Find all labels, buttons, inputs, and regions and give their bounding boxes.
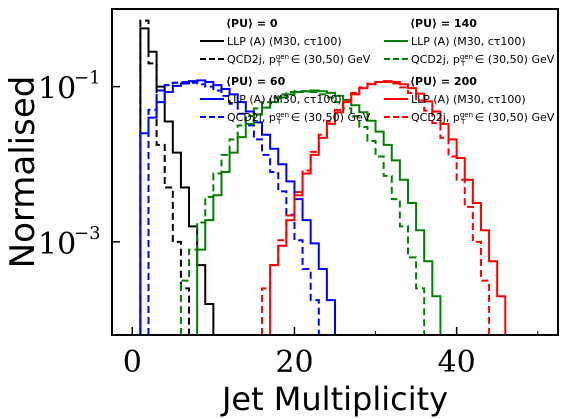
series-qcd-pu60 — [147, 80, 320, 335]
legend-label-qcd: QCD2j, pgen T ∈ (30,50) GeV — [411, 111, 555, 126]
legend-label-qcd: QCD2j, pgen T ∈ (30,50) GeV — [227, 111, 371, 126]
series-qcd-pu0 — [139, 19, 191, 335]
legend-tail: ∈ (30,50) GeV — [471, 111, 554, 124]
x-tick-label: 0 — [123, 345, 142, 380]
series-qcd-pu200 — [261, 80, 491, 335]
legend-sup: gen — [460, 53, 473, 61]
x-tick-label: 40 — [438, 345, 476, 380]
legend-sub: T — [460, 118, 466, 126]
legend-label-llp: LLP (A) (M30, cτ100) — [227, 35, 342, 48]
legend-sup: gen — [276, 111, 289, 119]
series-llp-pu140 — [196, 89, 442, 335]
legend-tail: ∈ (30,50) GeV — [471, 53, 554, 66]
legend-header: ⟨PU⟩ = 60 — [226, 75, 286, 88]
series-llp-pu60 — [139, 79, 336, 335]
legend-sub: T — [276, 60, 282, 68]
legend-header: ⟨PU⟩ = 140 — [410, 17, 477, 30]
legend-label-qcd: QCD2j, pgen T ∈ (30,50) GeV — [411, 53, 555, 68]
x-tick-label: 20 — [275, 345, 313, 380]
legend-tail: ∈ (30,50) GeV — [287, 111, 370, 124]
series-qcd-pu140 — [179, 90, 426, 335]
legend: ⟨PU⟩ = 0 LLP (A) (M30, cτ100) QCD2j, pgen T… — [200, 17, 555, 126]
legend-label-llp: LLP (A) (M30, cτ100) — [227, 93, 342, 106]
y-axis-title: Normalised — [3, 76, 43, 269]
y-tick-exponent: −3 — [74, 223, 101, 244]
x-axis-title: Jet Multiplicity — [220, 380, 448, 418]
legend-sub: T — [276, 118, 282, 126]
legend-header: ⟨PU⟩ = 200 — [410, 75, 477, 88]
series-llp-pu0 — [139, 27, 215, 335]
series-layer — [139, 19, 507, 335]
legend-sup: gen — [276, 53, 289, 61]
y-tick-label: 10 — [38, 72, 76, 107]
y-tick-label: 10 — [38, 227, 76, 262]
y-tick-exponent: −1 — [74, 68, 101, 89]
legend-tail: ∈ (30,50) GeV — [287, 53, 370, 66]
legend-sup: gen — [460, 111, 473, 119]
plot-frame — [111, 8, 559, 336]
legend-sub: T — [460, 60, 466, 68]
legend-label-llp: LLP (A) (M30, cτ100) — [411, 35, 526, 48]
legend-label-llp: LLP (A) (M30, cτ100) — [411, 93, 526, 106]
legend-header: ⟨PU⟩ = 0 — [226, 17, 278, 30]
legend-label-qcd: QCD2j, pgen T ∈ (30,50) GeV — [227, 53, 371, 68]
